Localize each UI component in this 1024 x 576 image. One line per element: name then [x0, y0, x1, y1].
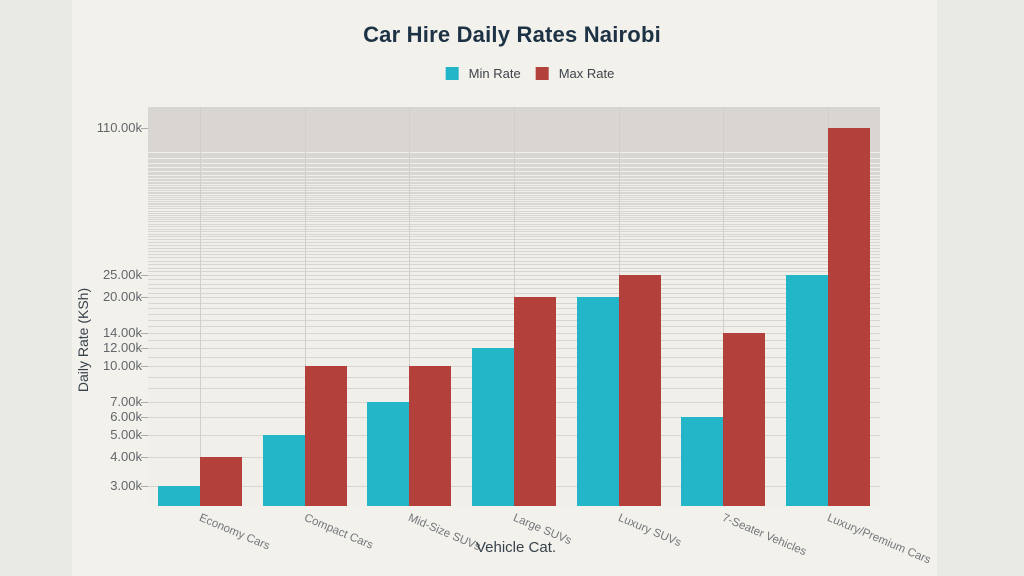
y-tick-label: 20.00k	[102, 289, 142, 305]
chart-title: Car Hire Daily Rates Nairobi	[363, 22, 661, 47]
y-tick-mark	[141, 457, 148, 459]
bar-min-rate-large-suvs[interactable]	[472, 348, 514, 506]
y-tick-mark	[141, 348, 148, 350]
y-tick-label: 12.00k	[102, 340, 142, 356]
bar-max-rate-mid-size-suvs[interactable]	[409, 366, 452, 506]
legend-label: Min Rate	[468, 66, 521, 81]
legend-item-min-rate[interactable]: Min Rate	[445, 66, 521, 81]
y-tick-mark	[141, 366, 148, 368]
legend-swatch-min-rate	[445, 67, 459, 80]
y-tick-label: 25.00k	[102, 267, 142, 283]
y-tick-label: 6.00k	[110, 409, 142, 424]
y-tick-mark	[141, 401, 148, 403]
y-tick-mark	[141, 332, 148, 334]
legend-swatch-max-rate	[535, 67, 549, 80]
legend-item-max-rate[interactable]: Max Rate	[535, 66, 615, 81]
y-tick-mark	[141, 128, 148, 130]
y-tick-label: 5.00k	[110, 427, 142, 443]
bar-min-rate-compact-cars[interactable]	[262, 435, 305, 506]
bar-max-rate-large-suvs[interactable]	[514, 297, 556, 506]
bar-max-rate-compact-cars[interactable]	[304, 366, 347, 506]
bar-min-rate-economy-cars[interactable]	[158, 485, 201, 506]
bar-min-rate-mid-size-suvs[interactable]	[367, 401, 410, 506]
y-tick-label: 110.00k	[96, 120, 142, 136]
bar-max-rate-luxury-suvs[interactable]	[618, 275, 661, 506]
y-tick-label: 3.00k	[110, 477, 142, 493]
gridline-vertical	[723, 107, 725, 506]
y-tick-label: 10.00k	[102, 358, 142, 374]
bar-max-rate-economy-cars[interactable]	[200, 457, 243, 506]
plot-area	[148, 107, 880, 506]
y-tick-mark	[141, 485, 148, 487]
legend: Min Rate Max Rate	[445, 66, 615, 81]
bar-max-rate-7-seater-vehicles[interactable]	[723, 332, 766, 506]
y-tick-mark	[141, 417, 148, 418]
bar-min-rate-luxury-premium-cars[interactable]	[785, 275, 828, 506]
x-axis-title: Vehicle Cat.	[475, 539, 557, 556]
y-tick-mark	[141, 297, 148, 299]
gridline-vertical	[200, 107, 202, 506]
bar-max-rate-luxury-premium-cars[interactable]	[827, 128, 870, 506]
y-tick-mark	[141, 435, 148, 437]
y-tick-label: 4.00k	[110, 449, 142, 465]
gridline-vertical	[409, 107, 411, 506]
gridline-vertical	[304, 107, 306, 506]
legend-label: Max Rate	[558, 66, 615, 81]
y-tick-label: 14.00k	[102, 324, 142, 340]
y-tick-label: 7.00k	[110, 393, 142, 409]
bar-min-rate-7-seater-vehicles[interactable]	[681, 417, 724, 506]
bar-min-rate-luxury-suvs[interactable]	[576, 297, 619, 506]
y-axis-title: Daily Rate (KSh)	[75, 287, 91, 393]
y-tick-mark	[141, 275, 148, 277]
